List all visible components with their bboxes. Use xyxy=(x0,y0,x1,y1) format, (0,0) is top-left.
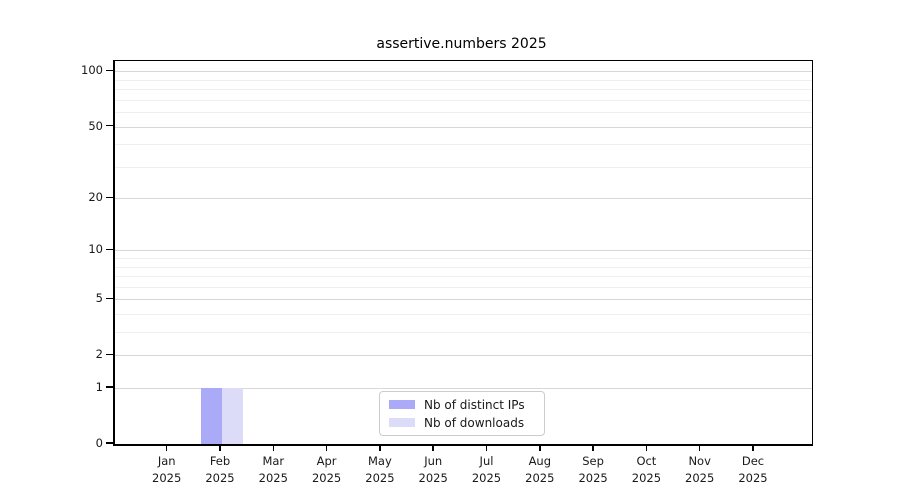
minor-gridline xyxy=(115,79,812,81)
y-tick-label: 0 xyxy=(95,436,103,450)
x-tick-label: Jul 2025 xyxy=(457,453,517,488)
year-label: 2025 xyxy=(685,471,715,486)
legend-swatch xyxy=(389,418,415,427)
y-tick-mark xyxy=(106,353,113,356)
x-tick-label: May 2025 xyxy=(350,453,410,488)
x-tick-label: Feb 2025 xyxy=(190,453,250,488)
x-tick-mark xyxy=(379,445,381,451)
year-label: 2025 xyxy=(418,471,448,486)
minor-gridline xyxy=(115,266,812,268)
legend-label: Nb of downloads xyxy=(424,415,525,430)
bar-nb-of-distinct-ips xyxy=(200,388,222,444)
x-tick-mark xyxy=(325,445,328,451)
month-label: Nov xyxy=(688,454,711,468)
legend-item: Nb of downloads xyxy=(389,416,535,430)
month-label: Jan xyxy=(157,454,176,468)
x-tick-mark xyxy=(539,445,541,451)
minor-gridline xyxy=(115,144,812,146)
minor-gridline xyxy=(115,286,812,288)
x-tick-label: Jun 2025 xyxy=(403,453,463,488)
x-tick-label: Nov 2025 xyxy=(670,453,730,488)
y-tick-mark xyxy=(106,386,113,388)
year-label: 2025 xyxy=(258,471,288,486)
x-tick-mark xyxy=(592,445,594,451)
month-label: Jul xyxy=(479,454,494,468)
major-gridline xyxy=(115,198,812,200)
minor-gridline xyxy=(115,314,812,316)
minor-gridline xyxy=(115,89,812,91)
major-gridline xyxy=(115,299,812,301)
year-label: 2025 xyxy=(738,471,768,486)
y-tick-label: 10 xyxy=(88,242,103,257)
year-label: 2025 xyxy=(311,471,342,486)
month-label: Aug xyxy=(528,454,552,468)
month-label: Feb xyxy=(209,454,231,468)
minor-gridline xyxy=(115,166,812,168)
x-tick-mark xyxy=(219,445,221,451)
x-tick-mark xyxy=(272,445,275,451)
x-tick-label: Jan 2025 xyxy=(137,453,197,488)
x-tick-mark xyxy=(698,445,701,451)
y-tick-label: 100 xyxy=(81,63,103,78)
chart-title: assertive.numbers 2025 xyxy=(376,36,547,52)
x-tick-mark xyxy=(432,445,434,451)
minor-gridline xyxy=(115,99,812,101)
legend-item: Nb of distinct IPs xyxy=(389,398,535,412)
minor-gridline xyxy=(115,112,812,114)
y-tick-label: 50 xyxy=(88,118,103,133)
y-tick-mark xyxy=(106,124,113,127)
major-gridline xyxy=(115,355,812,357)
month-label: Sep xyxy=(582,454,604,468)
x-tick-mark xyxy=(165,445,168,451)
minor-gridline xyxy=(115,258,812,260)
year-label: 2025 xyxy=(152,471,182,486)
y-tick-mark xyxy=(106,248,113,251)
minor-gridline xyxy=(115,332,812,334)
x-tick-mark xyxy=(645,445,648,451)
x-tick-label: Mar 2025 xyxy=(243,453,303,488)
month-label: May xyxy=(368,454,392,468)
y-tick-label: 1 xyxy=(95,380,103,395)
x-tick-label: Dec 2025 xyxy=(723,453,783,488)
x-tick-label: Apr 2025 xyxy=(297,453,357,488)
month-label: Jun xyxy=(424,454,443,468)
bar-nb-of-downloads xyxy=(222,388,244,444)
year-label: 2025 xyxy=(578,471,608,486)
month-label: Apr xyxy=(316,454,337,468)
legend: Nb of distinct IPs Nb of downloads xyxy=(379,391,545,436)
x-tick-mark xyxy=(485,445,488,451)
plot-area xyxy=(113,60,813,446)
y-tick-mark xyxy=(106,69,113,72)
x-tick-label: Aug 2025 xyxy=(510,453,570,488)
year-label: 2025 xyxy=(471,471,502,486)
month-label: Oct xyxy=(636,454,657,468)
year-label: 2025 xyxy=(631,471,662,486)
y-tick-label: 5 xyxy=(95,291,103,306)
minor-gridline xyxy=(115,276,812,278)
y-tick-mark xyxy=(106,297,113,300)
month-label: Mar xyxy=(262,454,285,468)
legend-swatch xyxy=(389,400,415,409)
y-tick-mark xyxy=(106,196,113,198)
year-label: 2025 xyxy=(365,471,395,486)
year-label: 2025 xyxy=(205,471,235,486)
x-tick-mark xyxy=(752,445,754,451)
major-gridline xyxy=(115,388,812,390)
legend-label: Nb of distinct IPs xyxy=(424,397,525,412)
y-tick-label: 20 xyxy=(88,190,103,205)
month-label: Dec xyxy=(741,454,765,468)
y-tick-label: 2 xyxy=(95,347,103,362)
year-label: 2025 xyxy=(525,471,555,486)
y-tick-mark xyxy=(106,442,113,444)
major-gridline xyxy=(115,126,812,128)
x-tick-label: Sep 2025 xyxy=(563,453,623,488)
x-tick-label: Oct 2025 xyxy=(616,453,676,488)
major-gridline xyxy=(115,250,812,252)
major-gridline xyxy=(115,71,812,73)
